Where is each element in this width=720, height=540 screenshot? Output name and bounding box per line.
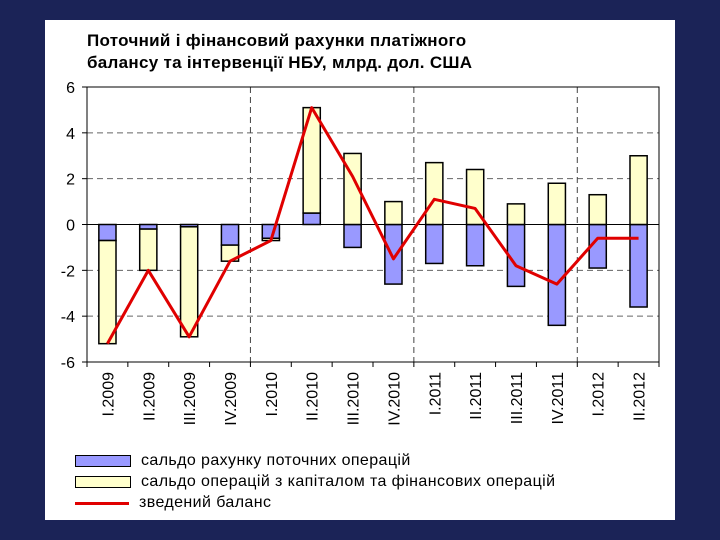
y-tick-label: 6: [66, 80, 75, 97]
x-tick-label: III.2010: [346, 372, 363, 425]
y-tick-label: -6: [61, 355, 75, 372]
legend-item-capital-financial: сальдо операцій з капіталом та фінансови…: [75, 471, 675, 492]
x-tick-label: II.2009: [141, 372, 158, 421]
x-axis-ticks: I.2009 II.2009 III.2009 IV.2009 I.2010 II.201…: [86, 362, 660, 426]
legend-swatch-balance: [75, 502, 129, 505]
bar-capital-financial: [179, 226, 199, 338]
year-separators: [249, 87, 578, 362]
bar-capital-financial: [588, 193, 608, 226]
bar-capital-financial: [629, 155, 648, 226]
legend-label-current-account: сальдо рахунку поточних операцій: [141, 451, 411, 469]
x-tick-label: II.2010: [305, 372, 322, 421]
bar-current-account: [547, 223, 567, 327]
bar-capital-financial: [547, 182, 567, 226]
bar-current-account: [220, 223, 240, 246]
y-axis-ticks: 6 4 2 0 -2 -4 -6: [61, 80, 87, 372]
chart-title-line-1: Поточний і фінансовий рахунки платіжного: [87, 31, 467, 50]
chart-title-line-2: балансу та інтервенції НБУ, млрд. дол. С…: [87, 53, 473, 72]
x-tick-label: I.2009: [100, 372, 117, 417]
x-tick-label: III.2009: [182, 372, 199, 425]
legend-label-capital-financial: сальдо операцій з капіталом та фінансови…: [141, 472, 556, 490]
bar-current-account: [343, 223, 362, 249]
slide: Поточний і фінансовий рахунки платіжного…: [45, 20, 675, 520]
y-tick-label: 4: [66, 126, 75, 143]
x-tick-label: I.2010: [264, 372, 281, 417]
balance-line: [106, 106, 639, 345]
y-tick-label: 2: [66, 172, 75, 189]
bar-capital-financial: [506, 203, 526, 226]
legend-item-current-account: сальдо рахунку поточних операцій: [75, 450, 675, 471]
legend-item-balance: зведений баланс: [75, 492, 675, 513]
bar-current-account: [302, 212, 322, 226]
x-tick-label: IV.2011: [550, 372, 567, 425]
bar-capital-financial: [98, 239, 117, 345]
y-tick-label: -2: [61, 263, 75, 280]
x-tick-label: IV.2010: [386, 372, 403, 426]
x-tick-label: I.2012: [591, 372, 608, 417]
legend-label-balance: зведений баланс: [139, 493, 272, 511]
legend: сальдо рахунку поточних операцій сальдо …: [75, 450, 675, 513]
legend-swatch-capital-financial: [75, 475, 131, 488]
bar-capital-financial: [384, 200, 403, 226]
x-tick-label: I.2011: [427, 372, 444, 415]
bar-current-account: [98, 223, 117, 242]
x-tick-label: II.2012: [632, 372, 649, 421]
chart-title: Поточний і фінансовий рахунки платіжного…: [87, 30, 647, 74]
bars: [98, 106, 648, 345]
bar-current-account: [384, 223, 403, 285]
bar-current-account: [465, 223, 485, 267]
x-tick-label: III.2011: [509, 372, 526, 424]
bar-current-account: [424, 223, 444, 265]
bar-capital-financial: [424, 161, 444, 226]
y-tick-label: 0: [66, 218, 75, 235]
x-tick-label: IV.2009: [223, 372, 240, 426]
y-tick-label: -4: [61, 309, 75, 326]
legend-swatch-current-account: [75, 454, 131, 467]
bar-capital-financial: [138, 228, 158, 272]
x-tick-label: II.2011: [468, 372, 485, 420]
